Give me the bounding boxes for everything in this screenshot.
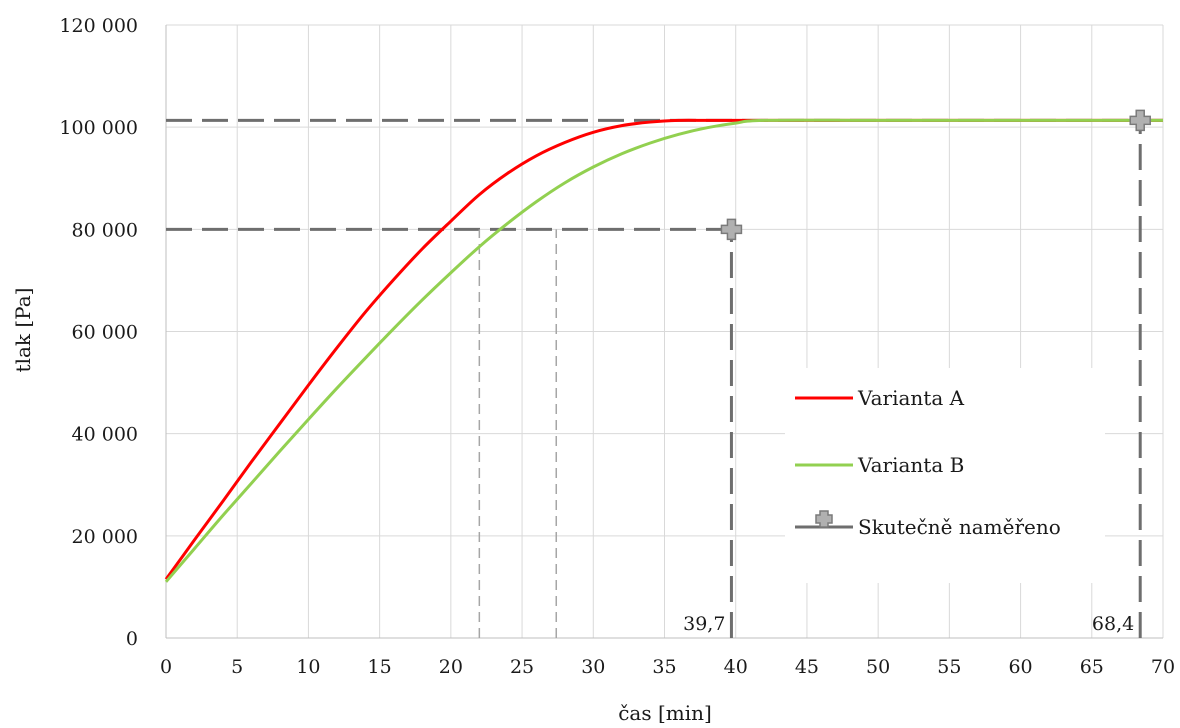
y-tick-label: 20 000 xyxy=(72,526,138,548)
legend-label-measured: Skutečně naměřeno xyxy=(858,515,1061,539)
annotations: 39,7 68,4 xyxy=(683,613,1134,635)
x-tick-label: 60 xyxy=(1008,656,1032,678)
y-tick-label: 100 000 xyxy=(59,117,138,139)
x-tick-label: 5 xyxy=(231,656,243,678)
x-tick-label: 55 xyxy=(937,656,961,678)
legend-label-varianta-b: Varianta B xyxy=(857,453,964,477)
x-tick-label: 10 xyxy=(296,656,320,678)
x-value-annotation: 68,4 xyxy=(1092,613,1134,635)
legend-marker-measured xyxy=(815,510,833,528)
series xyxy=(164,118,1163,583)
legend-label-varianta-a: Varianta A xyxy=(857,386,965,410)
y-tick-label: 80 000 xyxy=(72,219,138,241)
y-tick-label: 120 000 xyxy=(59,15,138,37)
axes: 0 5 10 15 20 25 30 35 40 45 50 55 60 65 70 0 20 000 40 00… xyxy=(59,15,1175,678)
series-line-varianta-a xyxy=(164,118,1163,581)
x-tick-label: 20 xyxy=(439,656,463,678)
measured-point-marker xyxy=(720,218,743,241)
measured-point-marker xyxy=(1129,109,1151,132)
x-tick-label: 35 xyxy=(652,656,676,678)
x-tick-label: 70 xyxy=(1151,656,1175,678)
x-tick-label: 0 xyxy=(160,656,172,678)
y-tick-label: 0 xyxy=(126,628,138,650)
measured-markers xyxy=(720,109,1151,241)
x-value-annotation: 39,7 xyxy=(683,613,725,635)
x-tick-label: 45 xyxy=(795,656,819,678)
legend: Varianta A Varianta B Skutečně naměřeno xyxy=(785,368,1105,583)
y-tick-label: 60 000 xyxy=(72,322,138,344)
x-axis-title: čas [min] xyxy=(618,701,712,725)
x-tick-label: 15 xyxy=(368,656,392,678)
x-tick-label: 25 xyxy=(510,656,534,678)
series-line-varianta-b xyxy=(164,118,1163,583)
x-tick-label: 40 xyxy=(724,656,748,678)
y-tick-label: 40 000 xyxy=(72,424,138,446)
grid xyxy=(166,24,1164,638)
x-tick-label: 30 xyxy=(581,656,605,678)
y-axis-title: tlak [Pa] xyxy=(11,288,35,373)
legend-background xyxy=(785,368,1105,583)
x-tick-label: 50 xyxy=(866,656,890,678)
x-tick-label: 65 xyxy=(1080,656,1104,678)
